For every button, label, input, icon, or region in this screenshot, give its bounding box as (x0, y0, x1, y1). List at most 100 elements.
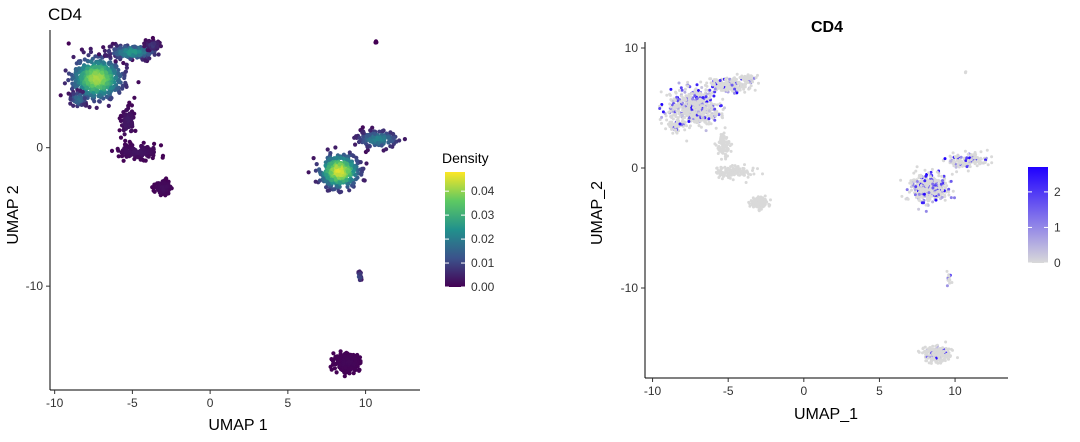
point-right-c8 (955, 159, 959, 162)
point-right-c7 (900, 194, 904, 198)
point-left-c0 (69, 72, 74, 77)
point-right-c5 (751, 169, 754, 172)
point-right-c7 (917, 196, 921, 200)
point-left-c3 (71, 103, 76, 108)
point-right-c1 (695, 83, 699, 87)
point-left-c7 (329, 161, 334, 166)
point-right-c0 (679, 100, 682, 104)
point-left-c8 (382, 136, 387, 142)
point-left-c7 (354, 158, 359, 163)
point-right-c0 (704, 95, 708, 99)
point-left-c0 (77, 60, 82, 65)
point-left-c1 (107, 49, 112, 55)
point-left-c4 (129, 113, 134, 118)
point-left-c7 (346, 181, 351, 186)
point-left-c1 (128, 48, 133, 54)
point-right-c0 (704, 120, 707, 124)
point-left-c1 (96, 52, 102, 57)
point-left-c3 (68, 101, 73, 106)
point-right-c0 (700, 86, 704, 89)
point-right-c0 (681, 117, 685, 120)
point-right-c7 (953, 196, 956, 200)
point-left-c4 (123, 123, 128, 128)
point-right-c7 (909, 179, 913, 183)
point-left-c1 (107, 44, 112, 49)
point-right-c8 (963, 149, 967, 153)
point-left-c10 (330, 362, 335, 367)
point-right-c8 (959, 155, 963, 159)
point-right-c2 (748, 76, 752, 80)
point-left-c0 (63, 68, 68, 73)
point-right-c0 (719, 104, 723, 108)
point-right-c8 (973, 159, 977, 163)
point-right-c5 (722, 172, 726, 176)
point-right-c3 (672, 122, 676, 126)
point-right-c0 (699, 99, 703, 103)
point-left-c1 (113, 47, 118, 52)
point-left-c7 (362, 178, 367, 183)
y-tick-label: 0 (631, 161, 638, 175)
point-right-c1 (733, 76, 736, 80)
point-right-c10 (943, 359, 947, 363)
point-right-c8 (952, 161, 956, 165)
point-right-c5 (720, 177, 724, 181)
point-right-c7 (919, 173, 923, 177)
point-right-c6 (747, 200, 751, 204)
point-left-c8 (380, 129, 385, 134)
point-left-c1 (118, 50, 123, 56)
point-right-c9 (947, 274, 951, 278)
point-right-c0 (684, 94, 688, 98)
point-left-c0 (108, 85, 113, 91)
point-right-c0 (680, 114, 684, 117)
point-right-c4 (716, 152, 720, 155)
point-right-c0 (709, 122, 713, 126)
point-right-c3 (669, 120, 673, 124)
point-right-c0 (712, 94, 716, 98)
point-left-c0 (85, 80, 90, 85)
point-left-c8 (353, 142, 358, 147)
point-left-c7 (317, 178, 323, 183)
point-right-c0 (688, 126, 691, 130)
point-left-c0 (136, 80, 141, 85)
point-right-c10 (946, 357, 950, 361)
point-right-c0 (683, 128, 687, 132)
point-left-c5 (146, 154, 151, 159)
point-right-c6 (765, 200, 769, 204)
point-right-c0 (685, 139, 689, 143)
point-right-c0 (679, 86, 683, 90)
point-right-c5 (717, 176, 721, 179)
point-right-c7 (917, 192, 921, 196)
point-right-c5 (734, 170, 738, 174)
point-left-c1 (137, 49, 142, 54)
point-right-c7 (924, 174, 928, 178)
point-right-c7 (923, 168, 927, 172)
point-right-c7 (927, 191, 931, 195)
point-left-c9 (358, 275, 363, 280)
point-right-c3 (668, 124, 672, 128)
point-left-c7 (335, 172, 340, 177)
point-right-c4 (723, 126, 727, 130)
point-left-c7 (334, 155, 340, 161)
point-right-c8 (943, 157, 947, 161)
point-right-c8 (986, 163, 990, 167)
point-right-c10 (934, 348, 938, 352)
point-left-c2 (154, 44, 159, 49)
point-right-c5 (746, 175, 750, 179)
point-left-c7 (328, 156, 333, 161)
point-right-c0 (710, 91, 714, 95)
point-left-c6 (152, 189, 157, 194)
point-left-c0 (113, 76, 118, 81)
point-left-c5 (141, 147, 146, 152)
point-left-c8 (402, 137, 407, 142)
point-left-c1 (114, 43, 119, 49)
point-right-c0 (720, 115, 724, 119)
point-left-c0 (74, 68, 79, 73)
point-right-c7 (941, 179, 944, 183)
point-right-c1 (753, 88, 757, 92)
point-right-c0 (665, 93, 669, 97)
point-left-c4 (118, 118, 123, 123)
point-left-c0 (101, 85, 106, 90)
point-right-c8 (969, 158, 973, 162)
point-right-c5 (744, 181, 748, 184)
point-left-c8 (397, 138, 402, 143)
